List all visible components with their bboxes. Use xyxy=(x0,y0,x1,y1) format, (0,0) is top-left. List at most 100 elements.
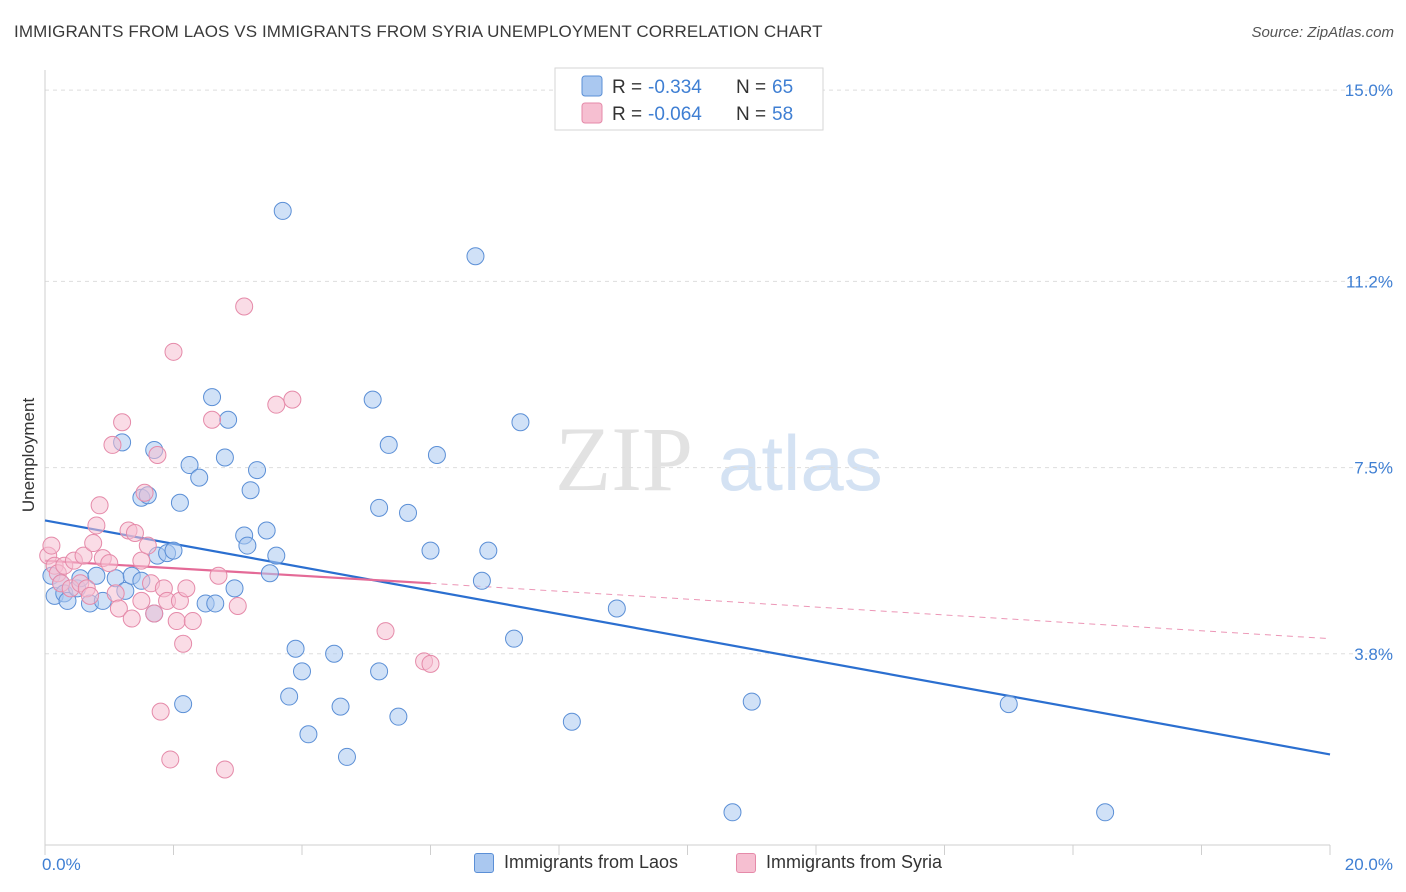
watermark-zip: ZIP xyxy=(555,408,693,510)
axes xyxy=(44,70,1331,855)
point-syria-23 xyxy=(125,523,144,542)
legend-r-label-syria: R = xyxy=(612,104,642,125)
chart-source: Source: ZipAtlas.com xyxy=(1251,24,1394,41)
chart-title: IMMIGRANTS FROM LAOS VS IMMIGRANTS FROM … xyxy=(14,22,823,41)
point-laos-22 xyxy=(170,493,189,512)
point-laos-44 xyxy=(325,644,344,663)
legend-n-label-laos: N = xyxy=(736,77,766,98)
point-syria-11 xyxy=(80,586,99,605)
point-laos-34 xyxy=(241,481,260,500)
point-syria-31 xyxy=(151,702,170,721)
legend-r-label-laos: R = xyxy=(612,77,642,98)
y-tick-labels: 3.8% 7.5% 11.2% 15.0% xyxy=(1345,81,1393,664)
point-laos-47 xyxy=(363,390,382,409)
point-syria-47 xyxy=(283,390,302,409)
point-laos-62 xyxy=(723,803,742,822)
point-syria-44 xyxy=(228,596,247,615)
point-laos-39 xyxy=(273,201,292,220)
point-laos-36 xyxy=(257,521,276,540)
point-syria-40 xyxy=(183,612,202,631)
y-tick-label-2: 11.2% xyxy=(1346,272,1393,291)
point-syria-42 xyxy=(209,566,228,585)
y-tick-label-3: 15.0% xyxy=(1345,81,1393,100)
y-tick-label-0: 3.8% xyxy=(1354,645,1393,664)
point-laos-38 xyxy=(267,546,286,565)
point-laos-53 xyxy=(421,541,440,560)
x-tick-labels: 0.0% 20.0% xyxy=(42,855,1393,874)
point-syria-13 xyxy=(87,516,106,535)
point-syria-29 xyxy=(145,604,164,623)
trend-lines xyxy=(44,519,1331,756)
point-laos-57 xyxy=(479,541,498,560)
point-laos-37 xyxy=(260,564,279,583)
point-laos-25 xyxy=(190,468,209,487)
point-laos-65 xyxy=(1096,803,1115,822)
data-points xyxy=(39,201,1115,822)
point-laos-24 xyxy=(180,456,199,475)
point-syria-27 xyxy=(138,536,157,555)
point-laos-33 xyxy=(238,536,257,555)
legend-swatch-syria xyxy=(581,102,603,124)
bottom-legend-syria: Immigrants from Syria xyxy=(736,852,942,873)
x-tick-label-0: 0.0% xyxy=(42,855,81,874)
legend-n-value-laos: 65 xyxy=(772,77,793,98)
point-laos-56 xyxy=(472,571,491,590)
point-laos-59 xyxy=(511,413,530,432)
point-syria-18 xyxy=(106,584,125,603)
trend-line-syria-extension xyxy=(430,582,1331,640)
point-laos-52 xyxy=(399,503,418,522)
point-laos-42 xyxy=(293,662,311,681)
point-laos-48 xyxy=(370,662,389,681)
point-laos-61 xyxy=(607,599,626,618)
point-laos-50 xyxy=(379,435,398,454)
point-laos-30 xyxy=(219,410,238,429)
y-axis-label: Unemployment xyxy=(19,398,38,513)
x-tick-label-1: 20.0% xyxy=(1345,855,1393,874)
point-laos-31 xyxy=(225,579,244,598)
legend-n-label-syria: N = xyxy=(736,104,766,125)
point-laos-43 xyxy=(299,725,318,744)
y-tick-label-1: 7.5% xyxy=(1354,459,1393,478)
point-laos-21 xyxy=(164,541,183,560)
point-laos-64 xyxy=(999,695,1018,714)
watermark: ZIP atlas xyxy=(555,408,883,510)
point-laos-54 xyxy=(427,445,446,464)
point-syria-22 xyxy=(122,609,141,628)
top-legend: R = -0.334 N = 65 R = -0.064 N = 58 xyxy=(554,67,824,131)
point-syria-38 xyxy=(174,634,193,653)
bottom-legend-swatch-syria xyxy=(736,852,756,873)
point-laos-28 xyxy=(206,594,225,613)
legend-swatch-laos xyxy=(581,75,603,97)
point-laos-63 xyxy=(742,692,761,711)
point-laos-60 xyxy=(562,712,581,731)
point-syria-41 xyxy=(203,410,222,429)
watermark-atlas: atlas xyxy=(718,419,883,507)
point-laos-55 xyxy=(466,247,485,266)
point-laos-27 xyxy=(203,388,222,407)
point-syria-19 xyxy=(109,599,128,618)
point-laos-8 xyxy=(87,566,106,585)
legend-n-value-syria: 58 xyxy=(772,104,793,125)
point-syria-12 xyxy=(84,534,103,553)
point-syria-36 xyxy=(167,612,186,631)
legend-r-value-syria: -0.064 xyxy=(648,104,702,125)
point-syria-9 xyxy=(74,546,93,565)
point-laos-40 xyxy=(280,687,299,706)
bottom-legend-label-syria: Immigrants from Syria xyxy=(766,852,943,872)
point-laos-41 xyxy=(286,639,305,658)
point-syria-30 xyxy=(148,445,167,464)
point-syria-24 xyxy=(132,591,151,610)
point-syria-16 xyxy=(100,554,119,573)
point-syria-45 xyxy=(235,297,254,316)
bottom-legend-swatch-laos xyxy=(474,852,494,873)
legend-r-value-laos: -0.334 xyxy=(648,77,702,98)
point-laos-23 xyxy=(174,695,193,714)
point-syria-26 xyxy=(135,483,154,502)
bottom-legend-label-laos: Immigrants from Laos xyxy=(504,852,679,872)
point-syria-39 xyxy=(177,579,196,598)
point-syria-25 xyxy=(132,551,151,570)
point-laos-29 xyxy=(215,448,234,467)
point-laos-35 xyxy=(248,461,267,480)
point-laos-45 xyxy=(331,697,350,716)
